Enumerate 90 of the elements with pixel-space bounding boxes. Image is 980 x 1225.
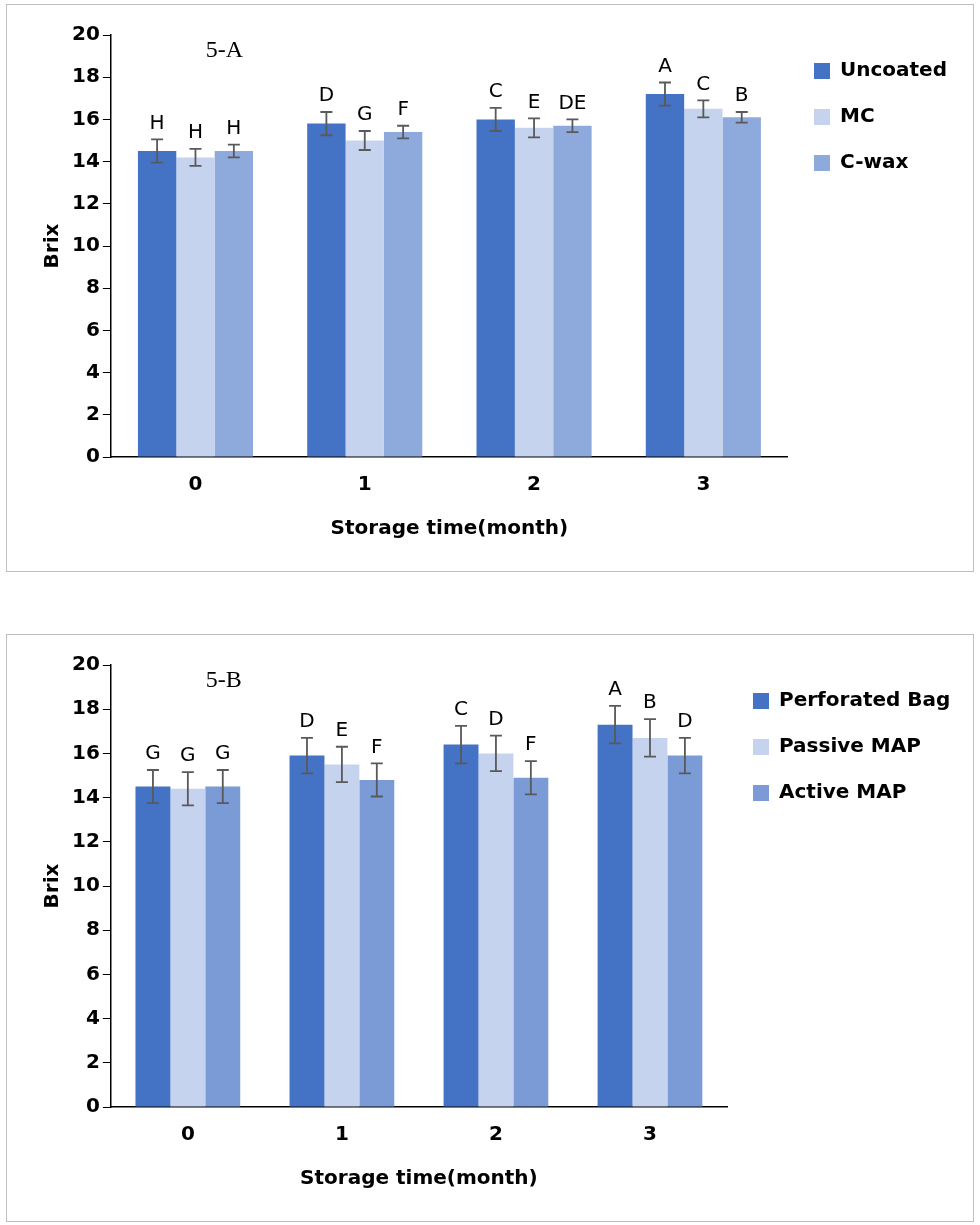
data-label: B xyxy=(643,689,657,714)
data-label: G xyxy=(145,740,161,765)
bar xyxy=(514,127,554,457)
y-tick-label: 12 xyxy=(71,190,100,214)
y-tick-label: 20 xyxy=(71,21,100,46)
data-label: C xyxy=(488,78,503,102)
y-tick-label: 6 xyxy=(85,960,100,985)
data-label: F xyxy=(397,95,409,120)
y-axis-title: Brix xyxy=(39,863,64,909)
y-tick-label: 10 xyxy=(71,232,100,257)
y-tick-label: 4 xyxy=(85,358,100,383)
bar xyxy=(443,744,479,1107)
legend-label: C-wax xyxy=(839,149,909,174)
data-label: G xyxy=(215,740,231,765)
x-axis-title: Storage time(month) xyxy=(330,515,569,540)
bar xyxy=(170,788,206,1107)
y-tick-label: 16 xyxy=(71,105,100,130)
y-tick-label: 14 xyxy=(71,783,100,808)
bar xyxy=(137,151,177,457)
bar xyxy=(722,117,761,457)
x-tick-label: 1 xyxy=(334,1121,349,1146)
x-tick-label: 0 xyxy=(188,471,203,496)
y-tick-label: 6 xyxy=(85,316,100,341)
x-tick-label: 3 xyxy=(696,471,711,496)
y-tick-label: 0 xyxy=(85,443,100,468)
data-label: F xyxy=(371,733,383,758)
bar xyxy=(176,157,215,457)
bar xyxy=(289,755,325,1107)
bar xyxy=(667,755,703,1107)
data-label: F xyxy=(525,731,537,756)
y-tick-label: 8 xyxy=(85,916,100,941)
data-label: E xyxy=(335,716,349,741)
y-tick-label: 0 xyxy=(85,1093,100,1118)
bar xyxy=(478,753,514,1107)
y-tick-label: 16 xyxy=(71,739,100,764)
x-tick-label: 2 xyxy=(527,471,542,496)
bar xyxy=(324,764,360,1107)
data-label: C xyxy=(696,70,711,95)
data-label: D xyxy=(318,82,335,107)
data-label: B xyxy=(734,82,749,107)
bar xyxy=(214,151,254,457)
chart-title: 5-A xyxy=(205,36,244,63)
data-label: E xyxy=(527,88,541,113)
data-label: DE xyxy=(558,89,587,114)
data-label: A xyxy=(608,676,623,701)
legend-label: MC xyxy=(839,103,875,128)
data-label: H xyxy=(149,109,165,134)
x-tick-label: 0 xyxy=(180,1121,195,1146)
data-label: H xyxy=(187,119,203,144)
bar xyxy=(307,123,346,457)
bar xyxy=(553,125,592,457)
data-label: H xyxy=(226,114,242,139)
bar xyxy=(597,724,633,1107)
bar xyxy=(513,777,549,1107)
data-label: C xyxy=(454,695,469,720)
legend-label: Passive MAP xyxy=(779,733,921,758)
data-label: A xyxy=(658,52,673,77)
chart-title: 5-B xyxy=(205,666,242,693)
y-tick-label: 2 xyxy=(85,401,100,425)
legend-label: Perforated Bag xyxy=(779,687,951,712)
bar xyxy=(383,132,423,457)
data-label: G xyxy=(180,742,196,767)
y-tick-label: 14 xyxy=(71,147,100,172)
bar xyxy=(684,108,723,457)
x-tick-label: 1 xyxy=(357,471,372,496)
legend-label: Uncoated xyxy=(839,57,947,82)
bar xyxy=(345,140,384,457)
data-label: D xyxy=(677,708,693,733)
bar xyxy=(135,786,171,1107)
bar xyxy=(205,786,241,1107)
bar xyxy=(359,779,395,1107)
y-tick-label: 4 xyxy=(85,1004,100,1029)
data-label: G xyxy=(357,101,373,126)
data-label: D xyxy=(299,708,315,733)
legend-label: Active MAP xyxy=(779,779,907,804)
bar xyxy=(645,94,685,457)
data-label: D xyxy=(488,705,504,730)
y-tick-label: 10 xyxy=(71,872,100,897)
y-tick-label: 8 xyxy=(85,274,100,299)
x-axis-title: Storage time(month) xyxy=(300,1165,538,1190)
y-axis-title: Brix xyxy=(39,223,64,269)
x-tick-label: 2 xyxy=(488,1121,503,1146)
y-tick-label: 2 xyxy=(85,1049,100,1073)
y-tick-label: 18 xyxy=(71,63,100,88)
x-tick-label: 3 xyxy=(643,1121,657,1146)
y-tick-label: 20 xyxy=(71,651,100,676)
y-tick-label: 12 xyxy=(71,828,100,852)
bar xyxy=(476,119,515,457)
bar xyxy=(632,737,668,1107)
y-tick-label: 18 xyxy=(71,695,100,720)
